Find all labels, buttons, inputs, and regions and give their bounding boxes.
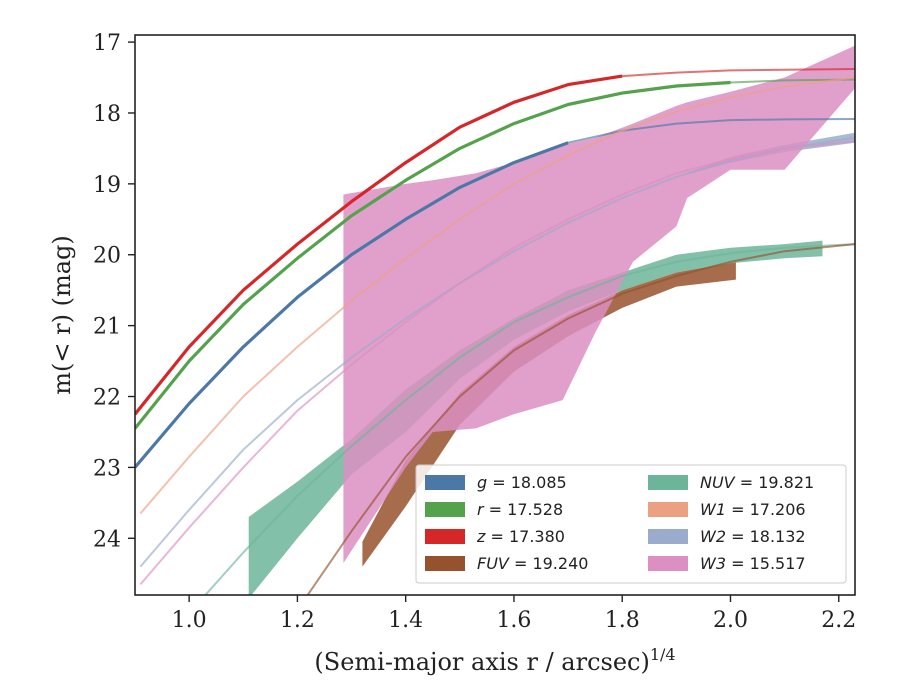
legend-label-fuv: FUV = 19.240: [477, 554, 588, 573]
legend-swatch-fuv: [425, 556, 465, 571]
legend-value-fuv: = 19.240: [509, 554, 589, 573]
y-tick-label: 22: [93, 386, 121, 411]
legend-swatch-w1: [648, 502, 688, 517]
legend-label-w3: W3 = 15.517: [700, 554, 806, 573]
legend-label-g: g = 18.085: [477, 473, 567, 492]
legend-value-w2: = 18.132: [726, 527, 806, 546]
legend-label-r: r = 17.528: [477, 500, 563, 519]
legend-value-r: = 17.528: [484, 500, 564, 519]
legend-var-w1: W1: [700, 500, 726, 519]
line-solid-r: [135, 80, 731, 430]
legend-label-nuv: NUV = 19.821: [700, 473, 814, 492]
legend-var-r: r: [477, 500, 485, 519]
line-fuv: [306, 243, 855, 595]
y-tick-label: 19: [93, 173, 121, 198]
line-solid-z: [135, 74, 623, 416]
legend-value-w1: = 17.206: [726, 500, 806, 519]
legend-label-w2: W2 = 18.132: [700, 527, 806, 546]
x-tick-label: 1.2: [280, 608, 315, 633]
x-axis-label-text: (Semi-major axis r / arcsec): [314, 648, 649, 676]
legend-box: [415, 464, 847, 584]
legend-var-fuv: FUV: [477, 554, 510, 573]
legend-label-z: z = 17.380: [476, 527, 565, 546]
legend-swatch-nuv: [648, 475, 688, 490]
line-nuv: [204, 243, 855, 595]
x-tick-label: 1.4: [388, 608, 423, 633]
legend-var-z: z: [476, 527, 486, 546]
y-tick-label: 23: [93, 456, 121, 481]
x-tick-label: 2.2: [821, 608, 856, 633]
y-tick-label: 17: [93, 31, 121, 56]
x-axis-label: (Semi-major axis r / arcsec)1/4: [314, 645, 675, 676]
x-axis-label-exponent: 1/4: [650, 645, 676, 664]
legend-swatch-g: [425, 475, 465, 490]
y-axis-label: m(< r) (mag): [48, 235, 76, 394]
legend-value-w3: = 15.517: [726, 554, 806, 573]
x-tick-label: 1.8: [605, 608, 640, 633]
line-w3: [139, 140, 855, 586]
y-tick-label: 20: [93, 244, 121, 269]
legend-value-z: = 17.380: [485, 527, 565, 546]
line-solid-g: [135, 141, 569, 469]
legend-value-nuv: = 19.821: [735, 473, 815, 492]
plot-frame: [134, 34, 856, 596]
legend-swatch-w3: [648, 556, 688, 571]
line-w1: [139, 76, 855, 515]
y-tick-label: 21: [93, 315, 121, 340]
axis-ticks: 1.0 1.2 1.4 1.6 1.8 2.0 2.2 17 18 19 20 21 22 23 24: [93, 31, 856, 633]
line-w2: [139, 136, 855, 568]
y-tick-label: 18: [93, 102, 121, 127]
legend-label-w1: W1 = 17.206: [700, 500, 806, 519]
legend-swatch-r: [425, 502, 465, 517]
x-tick-label: 1.0: [172, 608, 207, 633]
x-tick-label: 2.0: [713, 608, 748, 633]
legend-var-nuv: NUV: [700, 473, 736, 492]
profile-lines: [135, 68, 855, 595]
legend-swatch-w2: [648, 529, 688, 544]
legend-swatch-z: [425, 529, 465, 544]
legend-value-g: = 18.085: [487, 473, 567, 492]
legend-var-w2: W2: [700, 527, 726, 546]
legend-var-w3: W3: [700, 554, 726, 573]
x-tick-label: 1.6: [496, 608, 531, 633]
y-tick-label: 24: [93, 527, 121, 552]
legend-var-g: g: [477, 473, 487, 492]
